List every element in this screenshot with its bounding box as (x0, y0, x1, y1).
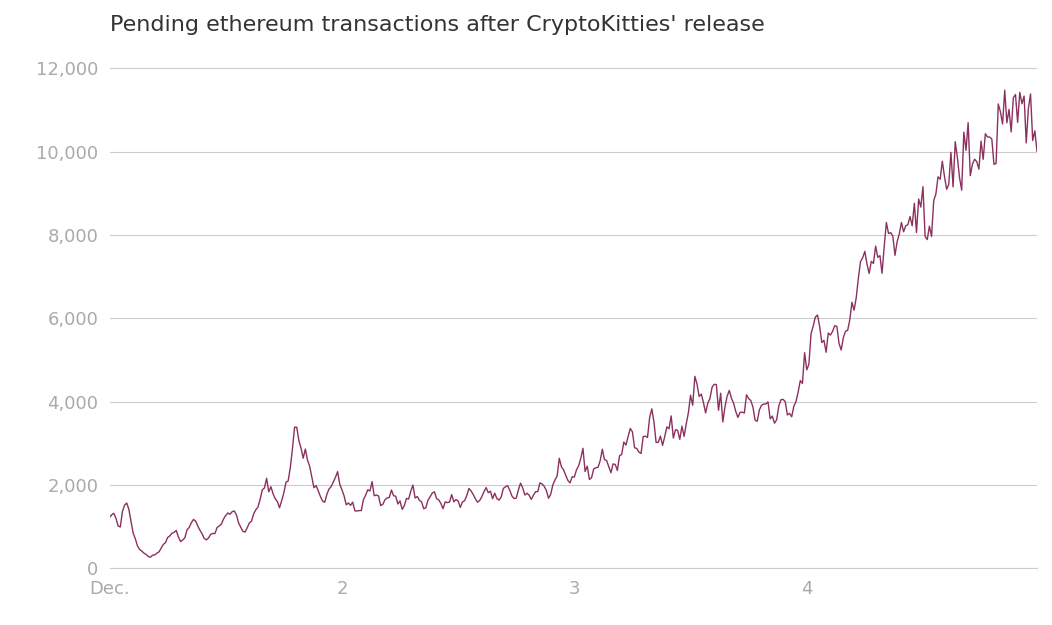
Text: Pending ethereum transactions after CryptoKitties' release: Pending ethereum transactions after Cryp… (109, 15, 764, 35)
